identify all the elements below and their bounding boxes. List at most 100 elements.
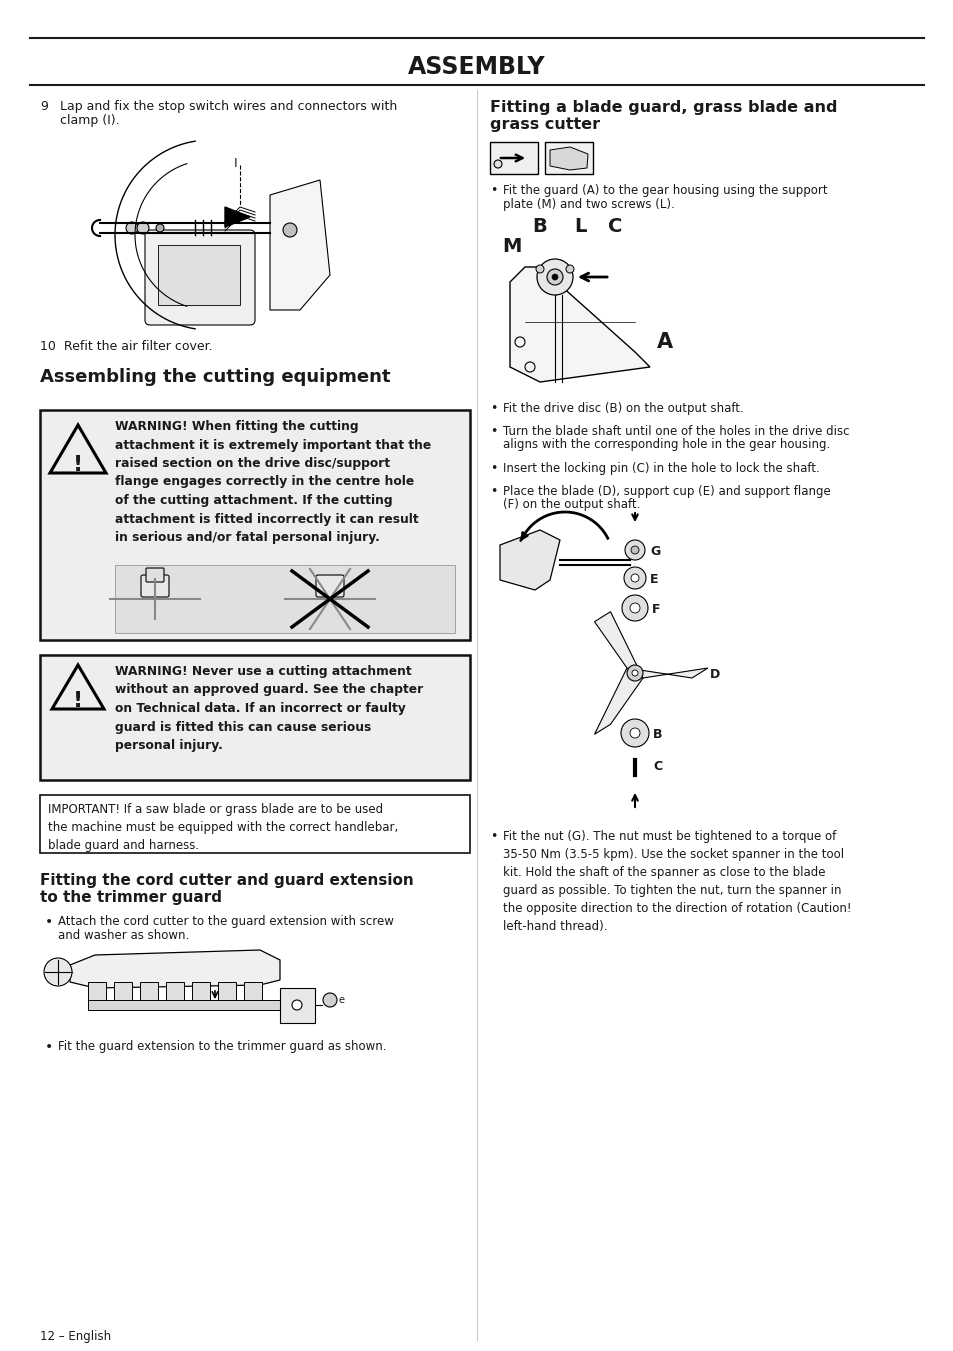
Bar (218, 982, 235, 1002)
Bar (115, 565, 455, 634)
Bar (40, 409, 470, 640)
Circle shape (156, 224, 164, 232)
Text: C: C (607, 218, 621, 236)
Text: e: e (338, 994, 345, 1005)
Circle shape (629, 603, 639, 613)
Text: aligns with the corresponding hole in the gear housing.: aligns with the corresponding hole in th… (502, 438, 829, 451)
Text: Insert the locking pin (C) in the hole to lock the shaft.: Insert the locking pin (C) in the hole t… (502, 462, 819, 476)
Polygon shape (594, 612, 642, 678)
Bar (140, 982, 158, 1002)
Bar (244, 982, 262, 1002)
Text: 9: 9 (40, 100, 48, 113)
Bar (40, 655, 470, 780)
Circle shape (621, 594, 647, 621)
Polygon shape (270, 180, 330, 309)
FancyBboxPatch shape (146, 567, 164, 582)
Circle shape (631, 670, 638, 676)
Text: Fit the guard (A) to the gear housing using the support: Fit the guard (A) to the gear housing us… (502, 184, 827, 197)
FancyBboxPatch shape (315, 576, 344, 597)
Bar (192, 982, 210, 1002)
Text: WARNING! When fitting the cutting
attachment it is extremely important that the
: WARNING! When fitting the cutting attach… (115, 420, 431, 544)
Circle shape (137, 222, 149, 234)
Bar (544, 142, 593, 174)
Text: Fit the drive disc (B) on the output shaft.: Fit the drive disc (B) on the output sha… (502, 403, 743, 415)
Text: (F) on the output shaft.: (F) on the output shaft. (502, 499, 639, 511)
Polygon shape (550, 147, 587, 170)
Text: Fitting a blade guard, grass blade and: Fitting a blade guard, grass blade and (490, 100, 837, 115)
Text: Fitting the cord cutter and guard extension: Fitting the cord cutter and guard extens… (40, 873, 414, 888)
Bar (88, 982, 106, 1002)
Polygon shape (225, 207, 250, 227)
Text: •: • (490, 830, 497, 843)
Circle shape (126, 222, 138, 234)
Bar (158, 245, 240, 305)
Text: •: • (490, 403, 497, 415)
FancyBboxPatch shape (145, 230, 254, 326)
Text: A: A (657, 332, 673, 353)
Text: C: C (652, 761, 661, 773)
Text: •: • (490, 184, 497, 197)
Text: Lap and fix the stop switch wires and connectors with: Lap and fix the stop switch wires and co… (60, 100, 396, 113)
Text: !: ! (72, 690, 83, 711)
Text: Turn the blade shaft until one of the holes in the drive disc: Turn the blade shaft until one of the ho… (502, 426, 848, 438)
FancyBboxPatch shape (141, 576, 169, 597)
Text: •: • (490, 485, 497, 499)
Circle shape (44, 958, 71, 986)
Polygon shape (510, 267, 649, 382)
Circle shape (536, 265, 543, 273)
Text: M: M (502, 236, 521, 255)
Text: 10  Refit the air filter cover.: 10 Refit the air filter cover. (40, 340, 213, 353)
Text: to the trimmer guard: to the trimmer guard (40, 890, 222, 905)
Text: •: • (45, 1040, 53, 1054)
Text: •: • (490, 462, 497, 476)
Polygon shape (499, 530, 559, 590)
Text: I: I (233, 157, 237, 170)
Circle shape (546, 269, 562, 285)
Text: ASSEMBLY: ASSEMBLY (408, 55, 545, 78)
Circle shape (292, 1000, 302, 1011)
Text: WARNING! Never use a cutting attachment
without an approved guard. See the chapt: WARNING! Never use a cutting attachment … (115, 665, 423, 753)
Circle shape (323, 993, 336, 1006)
Circle shape (624, 540, 644, 561)
Text: L: L (573, 218, 585, 236)
Polygon shape (594, 667, 642, 735)
Text: plate (M) and two screws (L).: plate (M) and two screws (L). (502, 199, 674, 211)
Text: 12 – English: 12 – English (40, 1329, 111, 1343)
Text: clamp (I).: clamp (I). (60, 113, 119, 127)
Bar (88, 1000, 283, 1011)
Text: B: B (532, 218, 547, 236)
Circle shape (494, 159, 501, 168)
Bar (166, 982, 184, 1002)
Text: Fit the guard extension to the trimmer guard as shown.: Fit the guard extension to the trimmer g… (58, 1040, 386, 1052)
Text: and washer as shown.: and washer as shown. (58, 929, 189, 942)
Text: E: E (649, 573, 658, 586)
Text: Place the blade (D), support cup (E) and support flange: Place the blade (D), support cup (E) and… (502, 485, 830, 499)
Text: F: F (651, 603, 659, 616)
Polygon shape (70, 950, 280, 988)
Circle shape (620, 719, 648, 747)
Circle shape (630, 546, 639, 554)
Text: grass cutter: grass cutter (490, 118, 599, 132)
Text: •: • (490, 426, 497, 438)
Bar (280, 988, 314, 1023)
Text: Assembling the cutting equipment: Assembling the cutting equipment (40, 367, 390, 386)
Text: D: D (709, 667, 720, 681)
Circle shape (623, 567, 645, 589)
Circle shape (630, 574, 639, 582)
Text: •: • (45, 915, 53, 929)
Text: IMPORTANT! If a saw blade or grass blade are to be used
the machine must be equi: IMPORTANT! If a saw blade or grass blade… (48, 802, 397, 852)
Circle shape (629, 728, 639, 738)
Bar (113, 982, 132, 1002)
Circle shape (552, 274, 558, 280)
Text: !: ! (72, 455, 83, 476)
Text: G: G (649, 544, 659, 558)
Circle shape (283, 223, 296, 236)
Circle shape (626, 665, 642, 681)
Bar (40, 794, 470, 852)
Circle shape (565, 265, 574, 273)
Text: B: B (652, 728, 661, 740)
Circle shape (537, 259, 573, 295)
Polygon shape (626, 667, 707, 678)
Bar (490, 142, 537, 174)
Text: Fit the nut (G). The nut must be tightened to a torque of
35-50 Nm (3.5-5 kpm). : Fit the nut (G). The nut must be tighten… (502, 830, 851, 934)
